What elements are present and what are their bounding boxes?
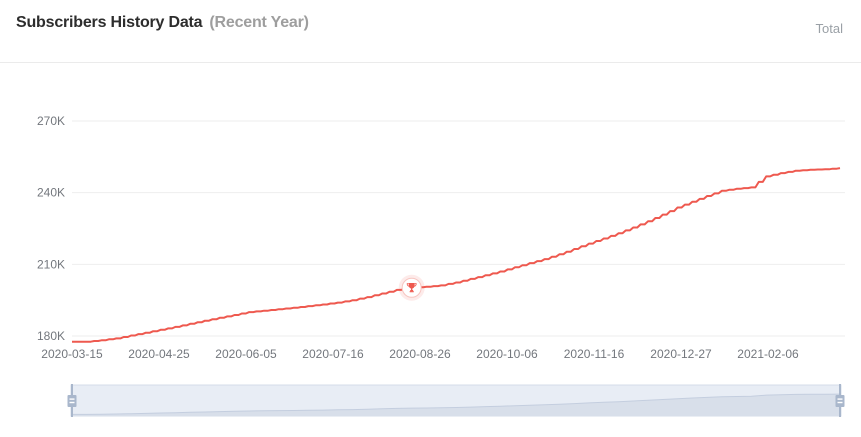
card-subtitle: (Recent Year)	[209, 14, 309, 31]
x-tick-label: 2020-08-26	[389, 347, 451, 361]
x-tick-label: 2020-03-15	[41, 347, 103, 361]
subscribers-line	[71, 167, 841, 343]
x-tick-label: 2020-04-25	[128, 347, 190, 361]
datazoom-data-shadow	[72, 394, 840, 416]
trophy-icon	[406, 282, 417, 293]
y-tick-label: 180K	[37, 329, 65, 343]
y-tick-label: 270K	[37, 114, 65, 128]
x-tick-label: 2020-10-06	[476, 347, 538, 361]
x-tick-label: 2021-02-06	[737, 347, 799, 361]
datazoom-right-handle[interactable]	[835, 384, 845, 417]
datazoom-left-handle[interactable]	[67, 384, 77, 417]
x-tick-label: 2020-12-27	[650, 347, 712, 361]
legend-item-total[interactable]: Total	[815, 21, 843, 36]
card-title-wrap: Subscribers History Data (Recent Year)	[16, 14, 309, 32]
milestone-trophy-marker[interactable]	[398, 274, 425, 301]
y-tick-label: 240K	[37, 186, 65, 200]
datazoom-shadow-line	[72, 393, 841, 415]
x-tick-label: 2020-07-16	[302, 347, 364, 361]
card-title: Subscribers History Data	[16, 14, 203, 31]
x-tick-label: 2020-06-05	[215, 347, 277, 361]
x-tick-label: 2020-11-16	[564, 347, 625, 361]
y-tick-label: 210K	[37, 257, 65, 271]
card-header: Subscribers History Data (Recent Year) To…	[0, 0, 861, 63]
